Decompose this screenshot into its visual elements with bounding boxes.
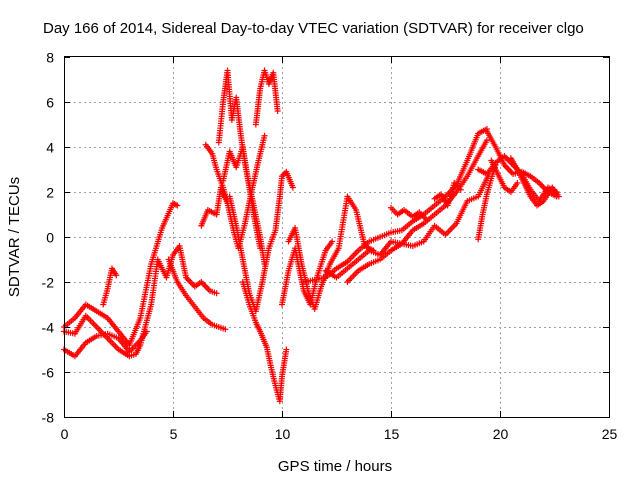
- axis-ticks: [64, 57, 610, 418]
- y-tick-label: 8: [46, 50, 54, 66]
- series-arc-11: [239, 279, 290, 405]
- y-tick-label: -2: [42, 275, 55, 291]
- series-arc-18: [388, 204, 429, 222]
- data-point: [555, 193, 562, 200]
- series-arc-23: [507, 155, 562, 209]
- data-points: [61, 67, 562, 405]
- x-tick-label: 15: [384, 426, 400, 442]
- y-tick-label: 0: [46, 230, 54, 246]
- grid-lines: [64, 57, 609, 417]
- series-arc-4: [100, 265, 120, 308]
- data-point: [329, 238, 336, 245]
- series-arc-6: [198, 184, 231, 229]
- y-tick-label: 4: [46, 140, 54, 156]
- x-tick-label: 25: [602, 426, 618, 442]
- x-axis-label: GPS time / hours: [278, 458, 392, 475]
- data-point: [514, 180, 521, 186]
- y-tick-label: 2: [46, 185, 54, 201]
- data-point: [213, 290, 220, 297]
- chart-title: Day 166 of 2014, Sidereal Day-to-day VTE…: [43, 20, 584, 37]
- series-arc-3: [61, 328, 150, 360]
- series-arc-14: [285, 193, 377, 312]
- y-tick-label: -8: [42, 410, 55, 426]
- data-point: [422, 216, 429, 222]
- x-tick-label: 20: [493, 426, 509, 442]
- plot-frame: [64, 56, 610, 418]
- tick-labels: 0 5 10 15 20 25 -8 -6 -4 -2 0 2 4 6 8: [42, 50, 618, 443]
- data-point: [274, 108, 281, 114]
- data-point: [174, 202, 181, 209]
- data-point: [457, 186, 464, 193]
- series-arc-15: [300, 126, 490, 285]
- data-point: [261, 132, 268, 139]
- y-tick-label: -4: [42, 320, 55, 336]
- series-arc-19: [431, 180, 464, 209]
- x-tick-label: 5: [170, 426, 178, 442]
- series-arc-5: [165, 256, 229, 333]
- data-point: [113, 272, 120, 279]
- x-tick-label: 10: [275, 426, 291, 442]
- series-arc-24: [488, 157, 521, 195]
- y-tick-label: -6: [42, 365, 55, 381]
- series-arc-10: [226, 168, 296, 315]
- series-arc-1: [61, 200, 181, 348]
- series-arc-9: [220, 144, 268, 267]
- data-point: [289, 184, 296, 191]
- data-point: [283, 346, 290, 353]
- series-arc-12: [252, 67, 281, 128]
- data-point: [222, 326, 229, 333]
- data-point: [143, 328, 150, 335]
- x-tick-label: 0: [61, 426, 69, 442]
- data-point: [483, 137, 490, 144]
- y-tick-label: 6: [46, 95, 54, 111]
- y-axis-label: SDTVAR / TECUs: [6, 177, 23, 297]
